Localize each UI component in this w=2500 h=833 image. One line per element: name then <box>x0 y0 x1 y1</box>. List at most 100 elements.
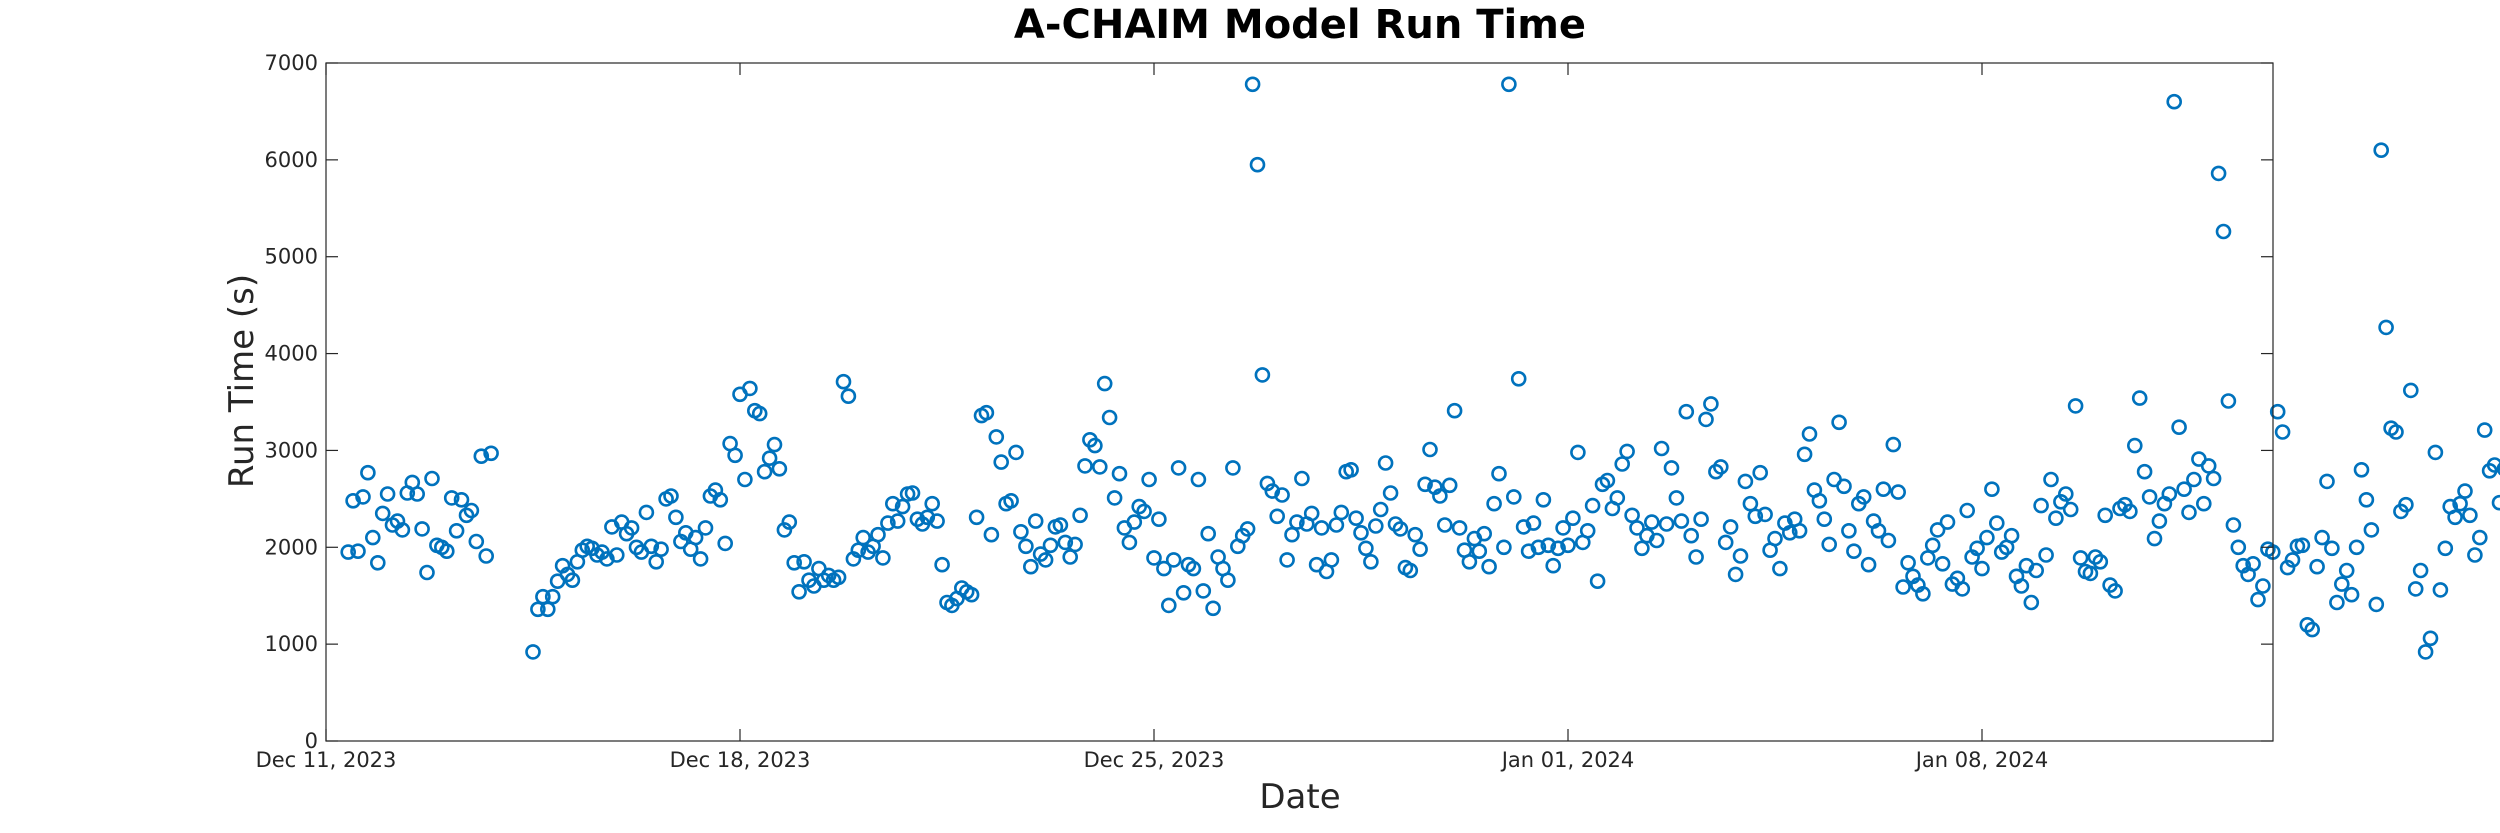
data-point <box>1959 502 1975 519</box>
data-point <box>1501 76 1517 93</box>
data-point <box>1382 485 1399 501</box>
data-point <box>1742 495 1759 512</box>
data-point <box>1023 558 1039 575</box>
data-point <box>1343 461 1359 478</box>
data-point <box>1860 556 1877 573</box>
data-point <box>1634 540 1650 557</box>
data-point <box>2225 517 2242 533</box>
data-point <box>483 445 499 462</box>
data-point <box>1446 402 1463 419</box>
data-point <box>1658 516 1675 532</box>
data-point <box>1363 553 1379 570</box>
data-point <box>369 554 386 571</box>
data-point <box>473 448 490 465</box>
data-point <box>2338 562 2355 579</box>
data-point <box>2131 390 2148 406</box>
data-point <box>1767 530 1783 547</box>
data-point <box>1151 511 1167 528</box>
data-point <box>1846 543 1862 560</box>
data-point <box>2334 576 2350 592</box>
data-point <box>2447 509 2463 526</box>
x-tick-label: Dec 25, 2023 <box>1084 748 1225 772</box>
data-point <box>1141 471 1157 488</box>
data-point <box>2092 553 2109 570</box>
data-point <box>2107 583 2123 599</box>
data-point <box>2358 491 2375 508</box>
data-point <box>1441 477 1458 494</box>
y-axis-label: Run Time (s) <box>222 274 262 488</box>
data-point <box>924 495 941 512</box>
data-point <box>1993 544 2010 560</box>
data-point <box>1890 484 1906 500</box>
data-point <box>1836 478 1852 495</box>
data-point <box>374 505 391 522</box>
data-point <box>2294 537 2311 554</box>
data-point <box>1170 460 1187 476</box>
data-point <box>1328 517 1345 533</box>
data-point <box>697 520 714 536</box>
data-point <box>919 509 936 526</box>
data-point <box>1555 520 1571 536</box>
data-point <box>2082 565 2099 582</box>
data-point <box>1525 515 1542 531</box>
data-point <box>1018 538 1034 555</box>
data-point <box>2146 530 2163 547</box>
data-point <box>1870 522 1887 539</box>
data-point <box>1954 581 1971 597</box>
data-point <box>2038 547 2054 563</box>
data-point <box>2028 562 2044 579</box>
data-point <box>599 551 615 567</box>
data-point <box>1727 566 1744 583</box>
data-point <box>1565 510 1581 527</box>
data-point <box>2255 578 2271 594</box>
data-point <box>1757 506 1773 523</box>
data-point <box>1609 490 1626 506</box>
data-point <box>535 588 551 605</box>
data-point <box>2368 596 2385 613</box>
data-point <box>1323 552 1340 568</box>
data-point <box>1284 526 1300 543</box>
data-point <box>1249 156 1266 173</box>
data-point <box>1510 370 1527 387</box>
data-point <box>364 529 381 546</box>
data-point <box>2304 621 2320 638</box>
data-point <box>1722 519 1739 535</box>
data-point <box>2378 319 2394 336</box>
data-point <box>1717 534 1734 551</box>
data-point <box>1131 498 1147 515</box>
data-point <box>2472 529 2488 546</box>
data-point <box>608 547 625 563</box>
data-point <box>2309 558 2325 575</box>
data-point <box>1663 460 1680 476</box>
data-point <box>2373 142 2389 158</box>
data-point <box>884 495 901 512</box>
data-point <box>1476 525 1492 542</box>
data-point <box>1451 520 1468 536</box>
data-point <box>525 644 541 660</box>
data-point <box>692 551 709 567</box>
data-point <box>2122 503 2138 520</box>
data-point <box>1545 557 1561 574</box>
data-point <box>1136 503 1152 520</box>
data-point <box>638 504 655 521</box>
data-point <box>2141 489 2158 505</box>
data-point <box>1831 414 1847 431</box>
data-point <box>978 404 995 421</box>
data-point <box>1550 540 1566 557</box>
data-point <box>1673 513 1690 529</box>
data-point <box>1279 552 1295 568</box>
data-point <box>1348 510 1364 527</box>
data-point <box>712 491 729 508</box>
data-point <box>1895 579 1911 595</box>
data-point <box>1619 443 1635 460</box>
data-point <box>2151 513 2168 529</box>
data-point <box>1801 426 1818 442</box>
data-point <box>855 529 872 546</box>
data-point <box>668 509 684 526</box>
x-tick-label: Dec 11, 2023 <box>256 748 397 772</box>
data-point <box>1782 524 1798 541</box>
data-point <box>1678 403 1695 420</box>
data-point <box>1003 492 1019 509</box>
x-tick-label: Jan 08, 2024 <box>1914 748 2049 772</box>
data-point <box>1096 375 1113 392</box>
